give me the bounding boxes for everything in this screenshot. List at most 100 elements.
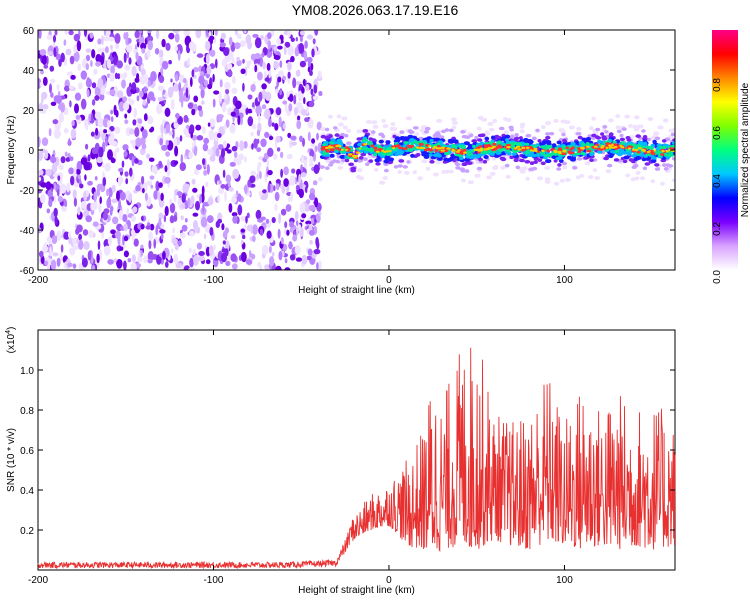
signal-cell bbox=[328, 163, 334, 167]
signal-cell bbox=[366, 120, 372, 124]
signal-cell bbox=[561, 152, 567, 156]
noise-cell bbox=[250, 84, 256, 92]
noise-cell bbox=[127, 258, 132, 263]
noise-cell bbox=[39, 108, 47, 114]
noise-cell bbox=[271, 122, 275, 127]
noise-cell bbox=[164, 165, 168, 173]
colorbar-tick-label: 0.4 bbox=[712, 174, 723, 188]
signal-cell bbox=[577, 150, 582, 154]
noise-cell bbox=[185, 149, 189, 157]
noise-cell bbox=[83, 241, 90, 250]
noise-cell bbox=[230, 235, 236, 239]
noise-cell bbox=[309, 239, 313, 245]
signal-cell bbox=[462, 148, 467, 152]
signal-cell bbox=[436, 133, 442, 137]
signal-cell bbox=[537, 139, 542, 143]
noise-cell bbox=[228, 203, 233, 213]
noise-cell bbox=[165, 42, 171, 51]
signal-cell bbox=[546, 149, 551, 153]
noise-cell bbox=[109, 125, 115, 132]
heatmap-y-tick-label: 0 bbox=[28, 146, 34, 157]
signal-cell bbox=[464, 160, 471, 165]
noise-cell bbox=[115, 230, 121, 239]
noise-cell bbox=[103, 129, 108, 134]
signal-cell bbox=[344, 146, 349, 149]
noise-cell bbox=[268, 69, 272, 79]
signal-cell bbox=[320, 134, 327, 139]
noise-cell bbox=[232, 75, 236, 84]
signal-cell bbox=[589, 152, 594, 157]
noise-cell bbox=[160, 123, 164, 135]
signal-cell bbox=[642, 166, 648, 171]
noise-cell bbox=[204, 224, 211, 233]
signal-cell bbox=[490, 135, 496, 140]
noise-cell bbox=[166, 159, 170, 170]
noise-cell bbox=[164, 205, 169, 217]
noise-cell bbox=[182, 97, 189, 102]
noise-cell bbox=[300, 30, 305, 36]
noise-cell bbox=[116, 190, 120, 202]
signal-cell bbox=[363, 150, 369, 154]
noise-cell bbox=[58, 164, 64, 170]
signal-cell bbox=[596, 147, 602, 151]
noise-cell bbox=[231, 212, 238, 217]
noise-cell bbox=[226, 143, 231, 149]
noise-cell bbox=[270, 30, 275, 37]
noise-cell bbox=[82, 229, 89, 236]
snr-y-tick-label: 1.0 bbox=[20, 366, 34, 377]
noise-cell bbox=[128, 193, 132, 203]
noise-cell bbox=[134, 158, 139, 164]
signal-cell bbox=[329, 153, 335, 158]
noise-cell bbox=[143, 255, 149, 263]
signal-cell bbox=[487, 121, 494, 126]
signal-cell bbox=[435, 160, 441, 165]
noise-cell bbox=[224, 81, 231, 90]
noise-cell bbox=[140, 244, 144, 249]
noise-cell bbox=[49, 78, 56, 84]
noise-cell bbox=[83, 30, 88, 37]
signal-cell bbox=[532, 149, 536, 152]
noise-cell bbox=[158, 182, 163, 189]
noise-cell bbox=[50, 259, 57, 270]
noise-cell bbox=[153, 190, 158, 200]
noise-cell bbox=[301, 109, 307, 116]
noise-cell bbox=[275, 179, 281, 184]
noise-cell bbox=[72, 263, 77, 269]
noise-cell bbox=[122, 144, 129, 151]
noise-cell bbox=[137, 118, 143, 125]
noise-cell bbox=[123, 101, 130, 111]
signal-cell bbox=[671, 156, 675, 161]
signal-cell bbox=[521, 146, 526, 150]
signal-cell bbox=[545, 159, 552, 164]
signal-cell bbox=[667, 164, 674, 168]
signal-cell bbox=[620, 141, 626, 145]
noise-cell bbox=[38, 30, 42, 39]
signal-cell bbox=[330, 148, 335, 152]
noise-cell bbox=[177, 50, 181, 61]
noise-cell bbox=[279, 151, 284, 159]
noise-cell bbox=[119, 246, 124, 251]
noise-cell bbox=[131, 65, 137, 77]
signal-cell bbox=[663, 167, 669, 171]
noise-cell bbox=[50, 156, 57, 164]
signal-cell bbox=[433, 153, 439, 157]
noise-cell bbox=[219, 79, 223, 88]
signal-cell bbox=[433, 145, 437, 148]
noise-cell bbox=[308, 204, 316, 212]
noise-cell bbox=[267, 169, 273, 176]
noise-cell bbox=[207, 197, 214, 206]
signal-cell bbox=[342, 125, 348, 130]
noise-cell bbox=[226, 149, 232, 154]
noise-cell bbox=[95, 53, 102, 63]
noise-cell bbox=[295, 257, 302, 262]
snr-y-tick-label: 0.8 bbox=[20, 406, 34, 417]
signal-cell bbox=[382, 124, 389, 129]
signal-cell bbox=[475, 154, 480, 158]
noise-cell bbox=[116, 73, 121, 80]
noise-cell bbox=[223, 47, 230, 56]
signal-cell bbox=[506, 149, 511, 153]
signal-cell bbox=[572, 166, 578, 170]
signal-cell bbox=[628, 123, 633, 128]
noise-cell bbox=[195, 164, 202, 171]
noise-cell bbox=[39, 49, 47, 56]
